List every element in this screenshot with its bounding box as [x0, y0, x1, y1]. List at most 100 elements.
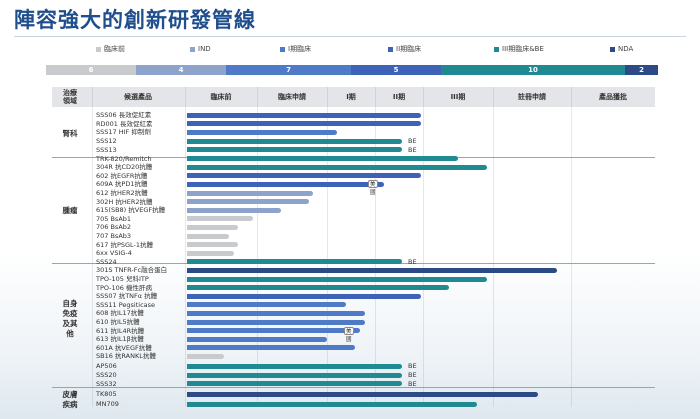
progress-bar [187, 302, 346, 308]
legend-item: II期臨床 [388, 44, 421, 54]
header-phase1: I期 [346, 93, 356, 101]
bar-note: BE [408, 362, 417, 371]
stage-count-segment: 2 [625, 65, 658, 75]
progress-bar [187, 310, 365, 316]
product-name: SSS07 抗TNFα 抗體 [96, 292, 158, 301]
progress-bar [187, 363, 402, 369]
legend-label: NDA [618, 45, 634, 53]
header-nda: 註冊申請 [518, 93, 546, 101]
progress-bar [187, 401, 477, 407]
progress-bar [187, 190, 313, 196]
product-name: 6xx VSIG-4 [96, 249, 132, 258]
legend-item: IND [190, 44, 211, 54]
progress-bar [187, 328, 360, 334]
product-name: 304R 抗CD20抗體 [96, 163, 153, 172]
legend-item: III期臨床&BE [494, 44, 544, 54]
product-name: TRK-820/Remitch [96, 154, 152, 163]
progress-bar [187, 147, 402, 153]
header-product: 候選產品 [124, 93, 152, 101]
stage-count-segment: 6 [46, 65, 136, 75]
product-name: 608 抗IL17抗體 [96, 309, 144, 318]
legend-label: II期臨床 [396, 45, 422, 53]
legend-item: I期臨床 [280, 44, 311, 54]
progress-bar [187, 353, 224, 359]
header-ind: 臨床申請 [278, 93, 306, 101]
stage-count-segment: 10 [441, 65, 625, 75]
legend-swatch [494, 46, 499, 52]
header-approved: 產品獲批 [599, 93, 627, 101]
legend-swatch [96, 46, 101, 52]
product-name: SSS32 [96, 379, 117, 388]
product-name: 613 抗IL1β抗體 [96, 335, 144, 344]
legend-label: I期臨床 [288, 45, 312, 53]
progress-bar [187, 345, 355, 351]
product-name: 705 BsAb1 [96, 214, 132, 223]
product-name: SSS20 [96, 371, 117, 379]
product-name: 706 BsAb2 [96, 223, 132, 232]
product-name: RD001 長效促紅素 [96, 119, 153, 128]
legend-label: IND [198, 45, 211, 53]
progress-bar [187, 381, 402, 387]
area-divider [52, 387, 655, 388]
product-name: 707 BsAb3 [96, 232, 132, 240]
stage-count-segment: 7 [226, 65, 351, 75]
progress-bar [187, 267, 557, 273]
progress-bar [187, 319, 365, 325]
product-name: SSS17 HIF 抑制劑 [96, 128, 151, 137]
area-label-nephrology: 腎科 [62, 129, 78, 138]
progress-bar [187, 276, 487, 282]
column-gridline [423, 87, 424, 407]
table-header: 治療 領域 候選產品 臨床前 臨床申請 I期 II期 III期 註冊申請 產品獲… [52, 87, 655, 107]
bar-note: BE [408, 379, 417, 388]
product-name: 609A 抗PD1抗體 [96, 180, 148, 189]
product-name: SSS24 [96, 257, 117, 266]
progress-bar [187, 129, 337, 135]
column-gridline [571, 87, 572, 407]
product-name: 610 抗IL5抗體 [96, 318, 140, 326]
legend-item: NDA [610, 44, 633, 54]
bar-note: BE [408, 257, 417, 266]
progress-bar [187, 112, 421, 118]
bar-note: BE [408, 371, 417, 379]
product-name: 617 抗PSGL-1抗體 [96, 240, 154, 249]
column-gridline [92, 87, 93, 407]
progress-bar [187, 121, 421, 127]
page-title: 陣容強大的創新研發管線 [14, 8, 256, 32]
column-gridline [375, 87, 376, 407]
progress-bar [187, 233, 229, 239]
product-name: 302H 抗HER2抗體 [96, 197, 153, 206]
product-name: TPO-105 兒科ITP [96, 275, 149, 283]
bar-note: BE [408, 145, 417, 154]
title-divider [14, 36, 686, 37]
column-gridline [493, 87, 494, 407]
legend-swatch [610, 46, 615, 52]
product-name: SSS12 [96, 137, 117, 145]
us-flag-icon: 美國 [344, 326, 354, 343]
header-phase3: III期 [450, 93, 466, 101]
progress-bar [187, 391, 538, 397]
legend-label: III期臨床&BE [502, 45, 544, 53]
area-label-autoimmune: 自身 免疫 及其 他 [62, 299, 78, 338]
product-name: SSS11 Pegsiticase [96, 300, 156, 309]
progress-bar [187, 181, 384, 187]
area-label-oncology: 腫瘤 [62, 206, 78, 215]
product-name: TK805 [96, 390, 117, 399]
progress-bar [187, 224, 238, 230]
product-name: 615(SB8) 抗VEGF抗體 [96, 206, 166, 215]
column-gridline [257, 87, 258, 407]
product-name: 601A 抗VEGF抗體 [96, 343, 152, 352]
stage-count-segment: 4 [136, 65, 226, 75]
progress-bar [187, 156, 458, 162]
progress-bar [187, 216, 253, 222]
header-phase2: II期 [392, 93, 406, 101]
progress-bar [187, 164, 487, 170]
header-area: 治療 領域 [63, 89, 77, 105]
progress-bar [187, 293, 421, 299]
legend-swatch [190, 46, 195, 52]
product-name: SSS06 長效促紅素 [96, 111, 152, 119]
progress-bar [187, 173, 421, 179]
legend-label: 臨床前 [104, 45, 125, 53]
us-flag-icon: 美國 [368, 180, 378, 197]
header-preclinical: 臨床前 [210, 93, 232, 101]
progress-bar [187, 207, 281, 213]
